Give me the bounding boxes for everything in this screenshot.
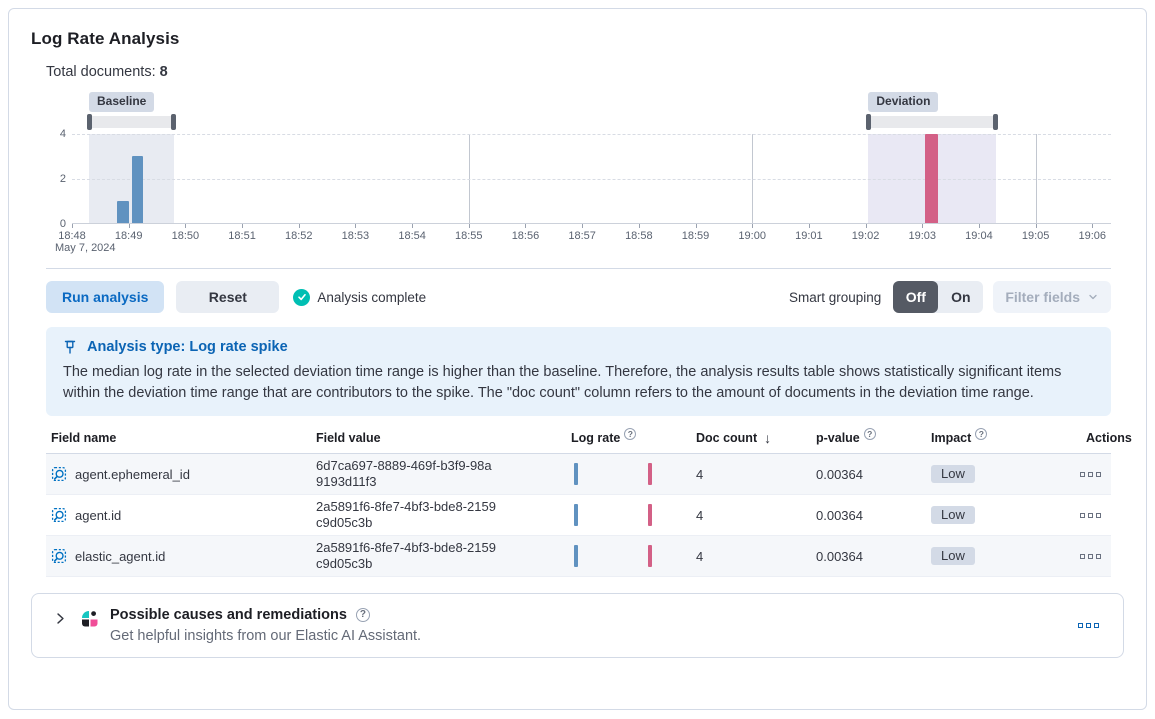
checkmark-circle-icon: [293, 288, 311, 306]
deviation-brush-right-handle[interactable]: [993, 114, 999, 130]
doc-count-value: 4: [696, 548, 704, 564]
column-header-doc-count[interactable]: Doc count ↓: [696, 430, 772, 446]
column-header-log-rate[interactable]: Log rate?: [566, 427, 691, 452]
column-header-field-name[interactable]: Field name: [51, 431, 117, 445]
impact-badge: Low: [931, 547, 975, 565]
panel-actions-button[interactable]: [1074, 619, 1103, 632]
analysis-status-label: Analysis complete: [317, 289, 427, 305]
sparkline-deviation-bar: [648, 504, 653, 526]
chart-x-axis: 18:48 18:49 18:50 18:51 18:52 18:53 18:54 18:55…: [55, 224, 1111, 256]
total-documents-label: Total documents:: [46, 64, 156, 80]
callout-title: Analysis type: Log rate spike: [87, 339, 288, 355]
chart-brush-row: [72, 114, 1111, 130]
table-header-row: Field name Field value Log rate? Doc count ↓…: [46, 426, 1132, 454]
possible-causes-subtitle: Get helpful insights from our Elastic AI…: [110, 628, 422, 644]
analysis-toolbar: Run analysis Reset Analysis complete Sma…: [46, 281, 1111, 313]
total-documents: Total documents: 8: [46, 64, 1111, 80]
field-name: agent.id: [75, 507, 122, 523]
analysis-status: Analysis complete: [293, 288, 427, 306]
filter-fields-button[interactable]: Filter fields: [993, 281, 1111, 313]
baseline-brush-right-handle[interactable]: [171, 114, 177, 130]
smart-grouping-off-button[interactable]: Off: [893, 281, 939, 313]
field-value: 6d7ca697-8889-469f-b3f9-98a9193d11f3: [316, 458, 492, 489]
deviation-brush-left-handle[interactable]: [866, 114, 872, 130]
impact-badge: Low: [931, 506, 975, 524]
deviation-badge: Deviation: [868, 92, 939, 112]
sparkline-deviation-bar: [648, 545, 653, 567]
baseline-brush[interactable]: [87, 114, 177, 130]
baseline-brush-left-handle[interactable]: [87, 114, 92, 130]
sparkline-baseline-bar: [573, 545, 578, 567]
deviation-brush[interactable]: [866, 114, 999, 130]
chevron-right-icon: [57, 613, 64, 624]
doc-count-value: 4: [696, 507, 704, 523]
table-row: elastic_agent.id 2a5891f6-8fe7-4bf3-bde8…: [46, 536, 1111, 577]
row-actions-button[interactable]: [1076, 468, 1105, 481]
p-value: 0.00364: [816, 548, 863, 564]
baseline-bar: [131, 156, 144, 223]
table-row: agent.ephemeral_id 6d7ca697-8889-469f-b3…: [46, 454, 1111, 495]
p-value: 0.00364: [816, 507, 863, 523]
chart-badges-row: Baseline Deviation: [72, 92, 1111, 112]
total-documents-count: 8: [159, 64, 168, 80]
expand-accordion-button[interactable]: [52, 610, 69, 630]
analysis-results-table: Field name Field value Log rate? Doc count ↓…: [46, 426, 1132, 577]
field-value: 2a5891f6-8fe7-4bf3-bde8-2159c9d05c3b: [316, 540, 496, 571]
page-title: Log Rate Analysis: [31, 29, 180, 48]
reset-button[interactable]: Reset: [176, 281, 280, 313]
field-name: elastic_agent.id: [75, 548, 166, 564]
possible-causes-title: Possible causes and remediations: [110, 607, 347, 623]
deviation-bar: [925, 134, 939, 223]
divider: [46, 268, 1111, 269]
log-rate-sparkline: [571, 543, 663, 569]
field-search-icon[interactable]: [51, 507, 67, 523]
smart-grouping-on-button[interactable]: On: [938, 281, 983, 313]
log-rate-analysis-panel: Log Rate Analysis Total documents: 8 Bas…: [8, 8, 1147, 710]
row-actions-button[interactable]: [1076, 550, 1105, 563]
baseline-bar: [117, 200, 130, 223]
log-rate-sparkline: [571, 502, 663, 528]
table-row: agent.id 2a5891f6-8fe7-4bf3-bde8-2159c9d…: [46, 495, 1111, 536]
callout-body: The median log rate in the selected devi…: [63, 364, 1062, 401]
smart-grouping-toggle: Off On: [893, 281, 984, 313]
run-analysis-button[interactable]: Run analysis: [46, 281, 165, 313]
field-name: agent.ephemeral_id: [75, 466, 190, 482]
x-axis-date-label: May 7, 2024: [55, 242, 116, 254]
analysis-type-callout: Analysis type: Log rate spike The median…: [46, 327, 1111, 416]
field-value: 2a5891f6-8fe7-4bf3-bde8-2159c9d05c3b: [316, 499, 496, 530]
question-icon: ?: [624, 428, 637, 440]
doc-count-value: 4: [696, 466, 704, 482]
sort-descending-icon: ↓: [764, 430, 772, 446]
baseline-badge: Baseline: [89, 92, 155, 112]
sparkline-deviation-bar: [648, 463, 653, 485]
question-icon[interactable]: ?: [355, 608, 370, 622]
filter-fields-label: Filter fields: [1005, 289, 1080, 305]
log-rate-sparkline: [571, 461, 663, 487]
smart-grouping-label: Smart grouping: [789, 289, 882, 305]
pin-icon: [64, 340, 76, 354]
sparkline-baseline-bar: [573, 504, 578, 526]
question-icon: ?: [863, 428, 876, 440]
column-header-actions: Actions: [1086, 431, 1132, 445]
question-icon: ?: [975, 428, 988, 440]
column-header-impact[interactable]: Impact?: [926, 427, 1081, 452]
column-header-field-value[interactable]: Field value: [316, 431, 381, 445]
ai-assistant-icon: [82, 611, 98, 627]
p-value: 0.00364: [816, 466, 863, 482]
chevron-down-icon: [1089, 294, 1097, 300]
possible-causes-panel[interactable]: Possible causes and remediations ? Get h…: [31, 593, 1124, 658]
column-header-p-value[interactable]: p-value?: [811, 427, 926, 452]
row-actions-button[interactable]: [1076, 509, 1105, 522]
sparkline-baseline-bar: [573, 463, 578, 485]
field-search-icon[interactable]: [51, 466, 67, 482]
table-body: agent.ephemeral_id 6d7ca697-8889-469f-b3…: [46, 454, 1111, 577]
field-search-icon[interactable]: [51, 548, 67, 564]
impact-badge: Low: [931, 465, 975, 483]
